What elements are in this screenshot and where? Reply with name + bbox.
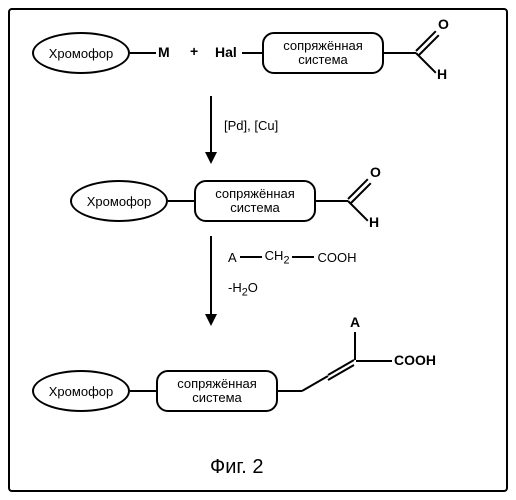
m-label: M [158, 44, 170, 60]
chromophore-ellipse-1: Хромофор [32, 32, 130, 74]
chromophore-ellipse-3: Хромофор [32, 370, 130, 412]
reagent-bond-1 [240, 256, 262, 258]
cho1-h: H [437, 66, 447, 82]
diagram-frame: Хромофор M + Hal сопряжённая система O H… [8, 8, 508, 492]
bond-conj-cho-2 [316, 200, 348, 202]
reagent-cooh: COOH [317, 250, 356, 265]
arrow-2-head [205, 314, 217, 326]
cooh-label: COOH [394, 352, 436, 368]
conj-label-1: сопряжённая система [283, 39, 363, 68]
plus-label: + [190, 43, 198, 59]
arrow-1-head [205, 152, 217, 164]
bond-conj-cho-1 [384, 52, 416, 54]
conj-box-2: сопряжённая система [194, 180, 316, 222]
chromophore-label-1: Хромофор [49, 46, 113, 61]
catalyst-label: [Pd], [Cu] [224, 118, 278, 133]
cho2-o: O [370, 164, 381, 180]
conj-label-3: сопряжённая система [177, 377, 257, 406]
conj-box-3: сопряжённая система [156, 370, 278, 412]
reagent-ch2: CH2 [265, 248, 290, 267]
bond-chrom-m [130, 52, 156, 54]
chromophore-ellipse-2: Хромофор [70, 180, 168, 222]
bond-conj-vinyl [278, 390, 302, 392]
bond-to-cooh [356, 360, 392, 362]
reagent-line: A CH2 COOH [228, 248, 356, 267]
reagent-a: A [228, 250, 237, 265]
bond-chrom-conj-3 [130, 390, 156, 392]
conj-box-1: сопряжённая система [262, 32, 384, 74]
arrow-1-shaft [210, 96, 212, 152]
chromophore-label-2: Хромофор [87, 194, 151, 209]
figure-caption: Фиг. 2 [210, 456, 263, 479]
bond-hal-conj [242, 52, 262, 54]
bond-to-A [354, 332, 356, 360]
cho2-hbond [347, 200, 368, 221]
conj-label-2: сопряжённая система [215, 187, 295, 216]
hal-label: Hal [215, 44, 237, 60]
cho2-h: H [369, 214, 379, 230]
byproduct-label: -H2O [228, 280, 258, 299]
chromophore-label-3: Хромофор [49, 384, 113, 399]
cho1-o: O [438, 16, 449, 32]
bond-chrom-conj-2 [168, 200, 194, 202]
arrow-2-shaft [210, 236, 212, 314]
vinyl-bond-1 [302, 375, 329, 392]
cho1-hbond [415, 52, 436, 73]
reagent-bond-2 [292, 256, 314, 258]
a-label: A [350, 314, 360, 330]
